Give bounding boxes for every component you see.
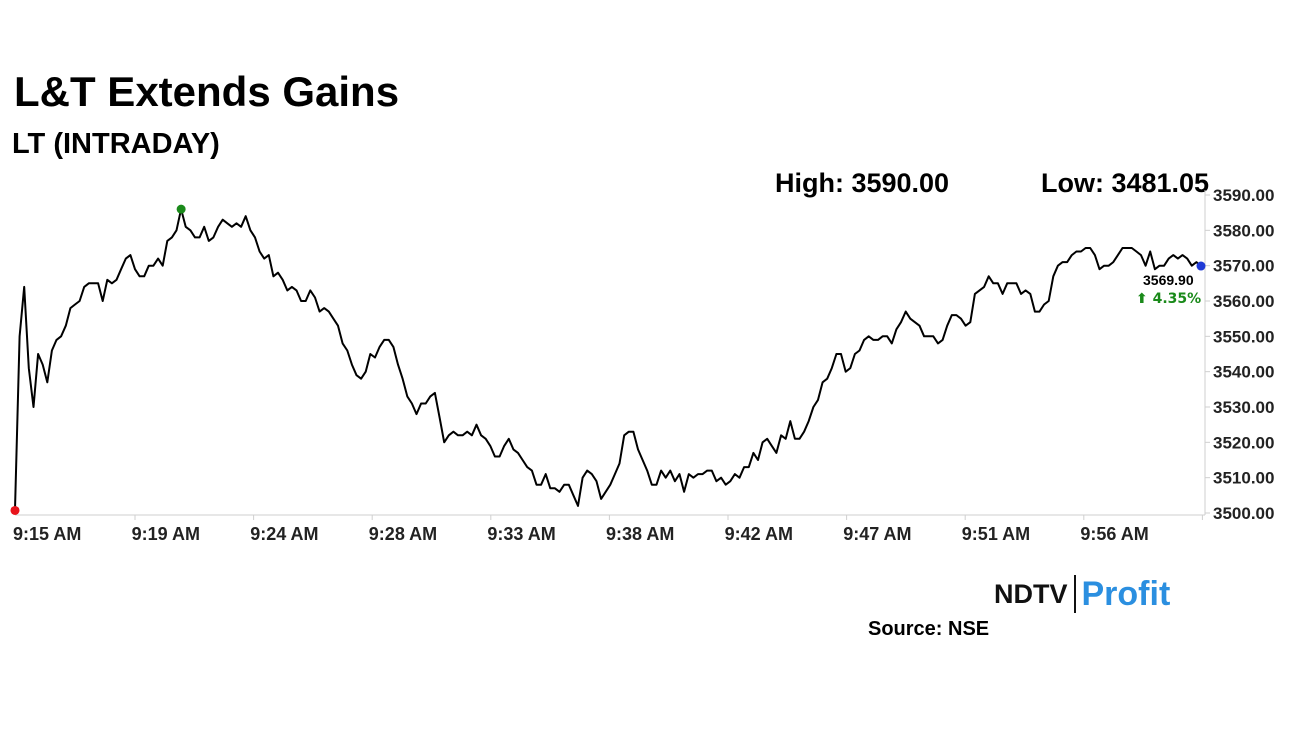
y-tick-label: 3560.00 (1213, 292, 1274, 311)
day-high-marker (176, 204, 186, 214)
y-tick-label: 3540.00 (1213, 363, 1274, 382)
x-tick-label: 9:51 AM (962, 524, 1030, 544)
day-high-label: High: 3590.00 (775, 168, 950, 198)
x-axis-tick-labels: 9:15 AM 9:19 AM 9:24 AM 9:28 AM 9:33 AM 9:38 … (13, 515, 1203, 544)
chart-title: L&T Extends Gains (14, 68, 400, 115)
y-tick-label: 3550.00 (1213, 327, 1274, 346)
x-tick-label: 9:28 AM (369, 524, 437, 544)
last-price-label: 3569.90 (1143, 272, 1194, 288)
logo-profit-text: Profit (1081, 574, 1171, 613)
x-tick-label: 9:19 AM (132, 524, 200, 544)
y-tick-label: 3500.00 (1213, 504, 1274, 523)
chart-subtitle: LT (INTRADAY) (12, 128, 220, 160)
y-tick-label: 3510.00 (1213, 469, 1274, 488)
x-tick-label: 9:24 AM (250, 524, 318, 544)
y-tick-label: 3570.00 (1213, 257, 1274, 276)
logo-ndtv-text: NDTV (994, 578, 1068, 609)
y-tick-label: 3580.00 (1213, 221, 1274, 240)
y-axis-tick-labels: 3500.00 3510.00 3520.00 3530.00 3540.00 3550.… (1205, 186, 1274, 523)
chart-axes (15, 190, 1206, 516)
price-plot: 3569.90 ⬆ 4.35% (10, 204, 1206, 515)
change-percent-label: ⬆ 4.35% (1136, 291, 1201, 307)
x-tick-label: 9:33 AM (487, 524, 555, 544)
x-tick-label: 9:38 AM (606, 524, 674, 544)
price-series-line (14, 208, 1202, 510)
source-note: Source: NSE (868, 618, 990, 640)
x-tick-label: 9:15 AM (13, 524, 81, 544)
x-tick-label: 9:42 AM (725, 524, 793, 544)
y-tick-label: 3590.00 (1213, 186, 1274, 205)
day-low-marker (10, 505, 20, 515)
x-tick-label: 9:56 AM (1080, 524, 1148, 544)
logo-divider (1073, 575, 1076, 613)
x-tick-label: 9:47 AM (843, 524, 911, 544)
ndtv-profit-logo: NDTV Profit (994, 572, 1170, 616)
y-tick-label: 3520.00 (1213, 433, 1274, 452)
day-low-label: Low: 3481.05 (1041, 168, 1210, 198)
last-price-marker (1196, 261, 1206, 271)
y-tick-label: 3530.00 (1213, 398, 1274, 417)
